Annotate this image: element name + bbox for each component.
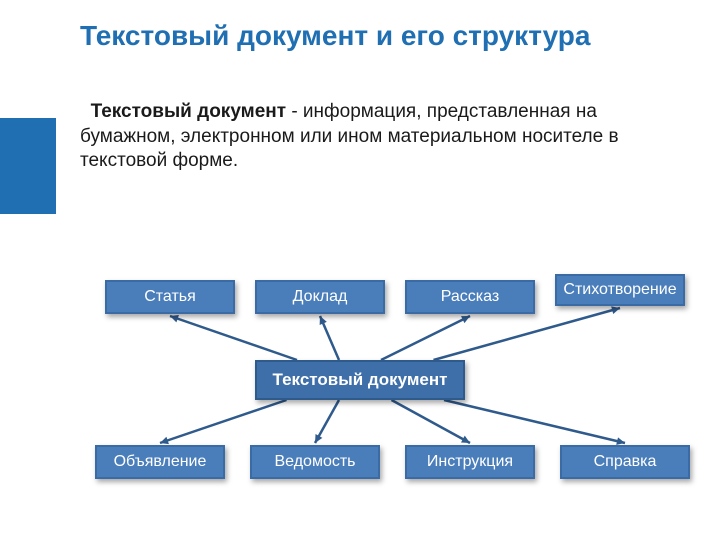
definition-term: Текстовый документ: [91, 101, 286, 122]
diagram-node: Статья: [105, 280, 235, 314]
diagram-node: Доклад: [255, 280, 385, 314]
diagram-center-node: Текстовый документ: [255, 360, 465, 400]
diagram-node: Стихотворение: [555, 274, 685, 306]
definition-text: Текстовый документ - информация, предста…: [80, 100, 680, 174]
diagram-node: Инструкция: [405, 445, 535, 479]
diagram-node: Объявление: [95, 445, 225, 479]
diagram-node: Справка: [560, 445, 690, 479]
concept-diagram: Текстовый документ Статья Доклад Рассказ Сти…: [0, 260, 720, 520]
diagram-node: Рассказ: [405, 280, 535, 314]
slide: Текстовый документ и его структура Текст…: [0, 0, 720, 540]
diagram-node: Ведомость: [250, 445, 380, 479]
accent-rectangle: [0, 118, 56, 214]
page-title: Текстовый документ и его структура: [80, 20, 680, 52]
